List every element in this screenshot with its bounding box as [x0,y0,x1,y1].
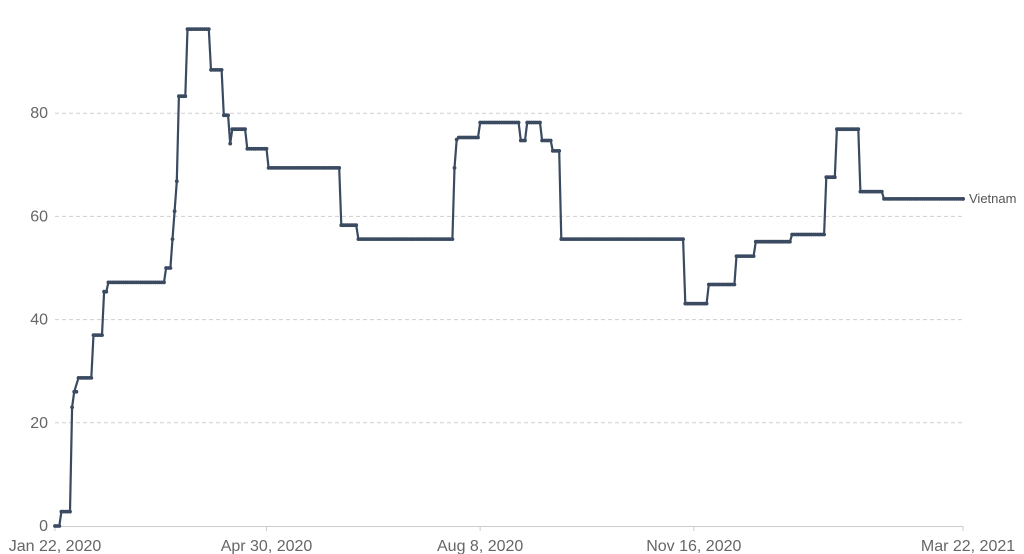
data-point [74,389,79,394]
data-point [206,27,211,31]
data-point [226,113,231,118]
data-point [70,405,74,410]
x-axis: Jan 22, 2020 Apr 30, 2020 Aug 8, 2020 Nov 1… [9,526,1015,554]
gridlines [55,112,963,424]
y-tick-label: 60 [30,208,48,225]
data-point [856,127,861,132]
data-point [354,223,359,228]
data-point [168,266,173,270]
data-point [516,120,521,125]
data-point [557,149,562,153]
data-point [751,254,756,258]
data-point [104,289,109,294]
data-point [548,138,553,143]
y-tick-label: 40 [30,312,48,329]
data-point [100,333,104,337]
data-point [170,237,175,242]
x-tick-label: Mar 22, 2021 [921,538,1015,554]
data-point [219,68,224,72]
series-layer: Vietnam [53,27,1016,528]
y-tick-label: 0 [39,518,48,535]
data-point [174,179,179,184]
y-tick-label: 80 [30,105,48,122]
data-point [879,189,884,194]
data-point [450,237,455,242]
data-point [788,239,792,244]
y-axis: 0 20 40 60 80 [30,105,48,535]
data-point [337,166,342,170]
data-point [183,94,188,99]
data-point [228,141,233,146]
series-line-vietnam [55,28,963,528]
data-point [68,509,72,514]
data-point [243,127,248,132]
data-point [162,280,166,285]
data-point [822,232,826,237]
data-point [732,282,737,287]
data-point [89,376,94,380]
data-point [832,175,837,180]
data-point [681,237,685,242]
data-point [961,197,965,201]
series-end-label: Vietnam [969,191,1016,206]
x-tick-label: Jan 22, 2020 [9,538,102,554]
data-point [172,209,177,214]
data-point [523,138,527,143]
x-tick-label: Nov 16, 2020 [646,538,741,554]
data-point [704,301,709,306]
y-tick-label: 20 [30,415,48,432]
data-point [264,146,269,151]
x-tick-label: Aug 8, 2020 [437,538,523,554]
x-tick-label: Apr 30, 2020 [221,538,313,554]
series-markers [53,27,965,528]
data-point [452,166,457,170]
data-point [476,135,480,140]
data-point [538,120,542,125]
data-point [57,524,62,528]
